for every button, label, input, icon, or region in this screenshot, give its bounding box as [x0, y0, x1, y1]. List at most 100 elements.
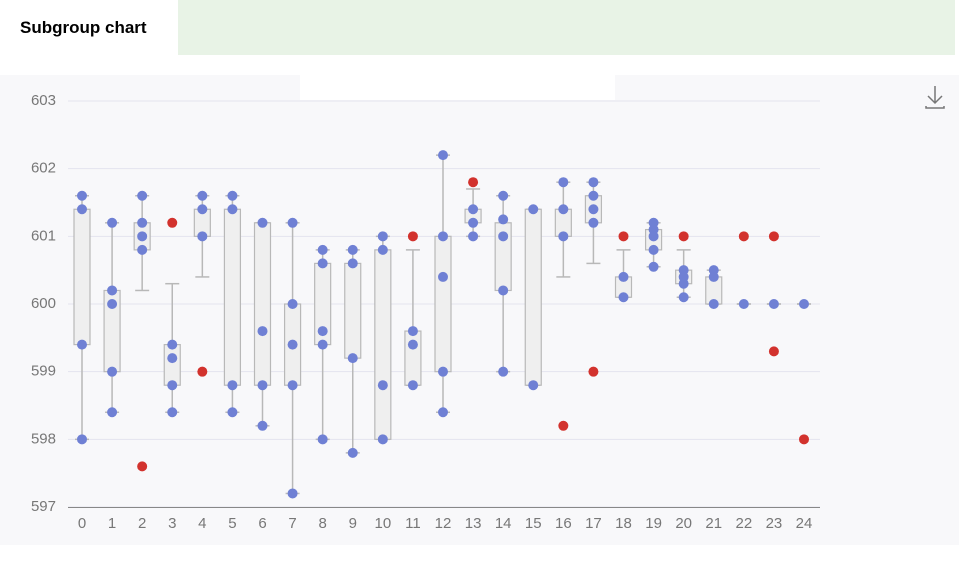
data-point: [618, 292, 629, 303]
x-tick-label: 21: [705, 515, 722, 532]
data-point: [227, 407, 238, 418]
box: [253, 222, 272, 386]
data-point: [799, 299, 809, 309]
data-point: [107, 299, 118, 309]
outlier-point: [799, 434, 809, 445]
x-tick-label: 13: [465, 515, 482, 532]
x-tick-label: 18: [615, 515, 632, 532]
box: [524, 208, 542, 386]
data-point: [167, 407, 178, 418]
x-tick-label: 23: [766, 515, 783, 532]
data-point: [287, 299, 298, 309]
data-point: [107, 366, 118, 377]
x-tick-label: 6: [258, 515, 266, 532]
data-point: [287, 217, 298, 228]
data-point: [137, 231, 148, 242]
x-tick-label: 20: [675, 515, 692, 532]
data-point: [107, 407, 118, 418]
data-point: [257, 217, 268, 228]
data-point: [77, 339, 87, 350]
download-icon[interactable]: [925, 86, 945, 109]
x-tick-label: 7: [288, 515, 296, 532]
data-point: [167, 353, 178, 364]
data-point: [708, 299, 719, 309]
data-point: [257, 420, 268, 431]
box: [374, 249, 392, 440]
outlier-point: [167, 217, 178, 228]
box: [404, 330, 422, 386]
data-point: [257, 380, 268, 391]
box: [223, 208, 242, 386]
y-tick-label: 597: [31, 498, 56, 515]
data-point: [377, 380, 388, 391]
data-point: [377, 231, 388, 242]
data-point: [77, 434, 87, 445]
data-point: [317, 434, 328, 445]
y-tick-label: 600: [31, 295, 56, 312]
outlier-point: [678, 231, 689, 242]
y-tick-label: 601: [31, 227, 56, 244]
data-point: [137, 244, 148, 255]
box: [434, 235, 452, 373]
box: [163, 344, 181, 386]
data-point: [648, 231, 659, 242]
y-tick-label: 603: [31, 92, 56, 109]
header-bar: [178, 0, 955, 55]
data-point: [588, 204, 599, 215]
outlier-point: [768, 231, 779, 242]
box: [344, 262, 362, 359]
y-tick-label: 602: [31, 160, 56, 177]
chart-strip: [300, 75, 615, 100]
data-point: [197, 204, 208, 215]
data-point: [618, 271, 629, 282]
x-tick-label: 8: [318, 515, 326, 532]
data-point: [317, 326, 328, 337]
data-point: [287, 488, 298, 499]
outlier-point: [137, 461, 148, 472]
data-point: [528, 380, 539, 391]
data-point: [317, 244, 328, 255]
data-point: [317, 339, 328, 350]
data-point: [137, 217, 148, 228]
data-point: [438, 271, 448, 282]
x-tick-label: 9: [349, 515, 357, 532]
data-point: [678, 278, 689, 289]
outlier-point: [407, 231, 418, 242]
data-point: [227, 204, 238, 215]
data-point: [558, 231, 569, 242]
data-point: [77, 190, 87, 201]
x-tick-label: 16: [555, 515, 572, 532]
data-point: [468, 217, 479, 228]
data-point: [227, 190, 238, 201]
data-point: [317, 258, 328, 269]
outlier-point: [768, 346, 779, 357]
data-point: [708, 271, 719, 282]
data-point: [438, 150, 448, 161]
data-point: [498, 190, 509, 201]
data-point: [107, 217, 118, 228]
outlier-point: [197, 366, 208, 377]
data-point: [197, 231, 208, 242]
data-point: [407, 326, 418, 337]
x-tick-label: 4: [198, 515, 206, 532]
x-tick-label: 2: [138, 515, 146, 532]
outlier-point: [618, 231, 629, 242]
x-tick-label: 15: [525, 515, 542, 532]
data-point: [468, 204, 479, 215]
x-tick-label: 10: [374, 515, 391, 532]
data-point: [287, 380, 298, 391]
data-point: [347, 353, 358, 364]
data-point: [648, 244, 659, 255]
x-tick-label: 22: [735, 515, 752, 532]
data-point: [347, 244, 358, 255]
data-point: [227, 380, 238, 391]
tab[interactable]: Subgroup chart: [0, 0, 178, 55]
data-point: [438, 407, 448, 418]
x-tick-label: 14: [495, 515, 512, 532]
x-tick-label: 3: [168, 515, 176, 532]
data-point: [77, 204, 87, 215]
data-point: [407, 339, 418, 350]
data-point: [528, 204, 539, 215]
x-tick-label: 0: [78, 515, 86, 532]
